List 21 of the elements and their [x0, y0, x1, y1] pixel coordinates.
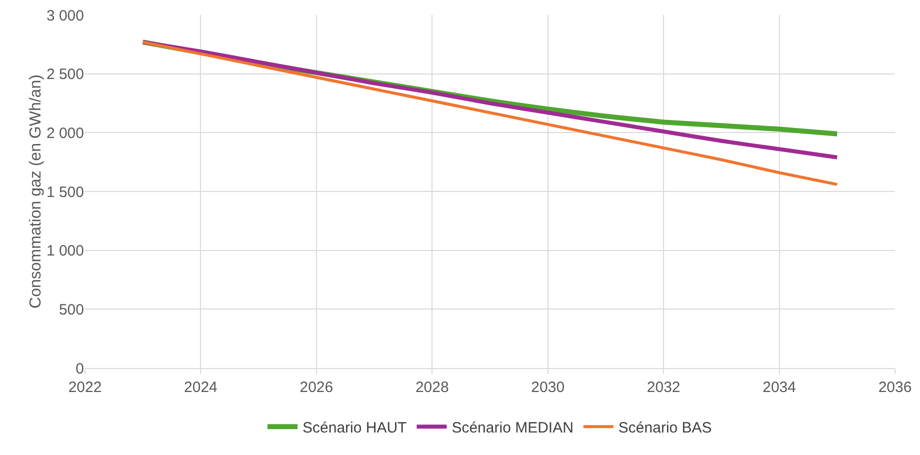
legend-label: Scénario MEDIAN: [452, 419, 574, 436]
y-tick-label: 2 000: [46, 124, 84, 142]
x-tick-label: 2028: [415, 379, 449, 396]
x-tick-label: 2036: [878, 379, 912, 396]
x-tick-label: 2024: [184, 379, 218, 396]
x-tick-label: 2026: [300, 379, 334, 396]
y-tick-label: 500: [58, 301, 84, 318]
legend-label: Scénario HAUT: [302, 419, 407, 436]
line-series: [140, 40, 840, 160]
x-tick-label: 2034: [762, 379, 796, 396]
x-tick-label: 2032: [646, 379, 680, 396]
x-tick-label: 2030: [531, 379, 565, 396]
legend-label: Scénario BAS: [618, 419, 712, 436]
y-tick-label: 1 000: [46, 242, 84, 260]
line-series: [141, 40, 839, 186]
x-tick-label: 2022: [68, 379, 102, 396]
y-tick-label: 3 000: [46, 7, 84, 24]
y-tick-label: 0: [76, 360, 84, 378]
y-tick-label: 2 500: [46, 66, 84, 84]
y-tick-label: 1 500: [46, 184, 84, 201]
y-axis-title: Consommation gaz (en GWh/an): [27, 74, 44, 308]
